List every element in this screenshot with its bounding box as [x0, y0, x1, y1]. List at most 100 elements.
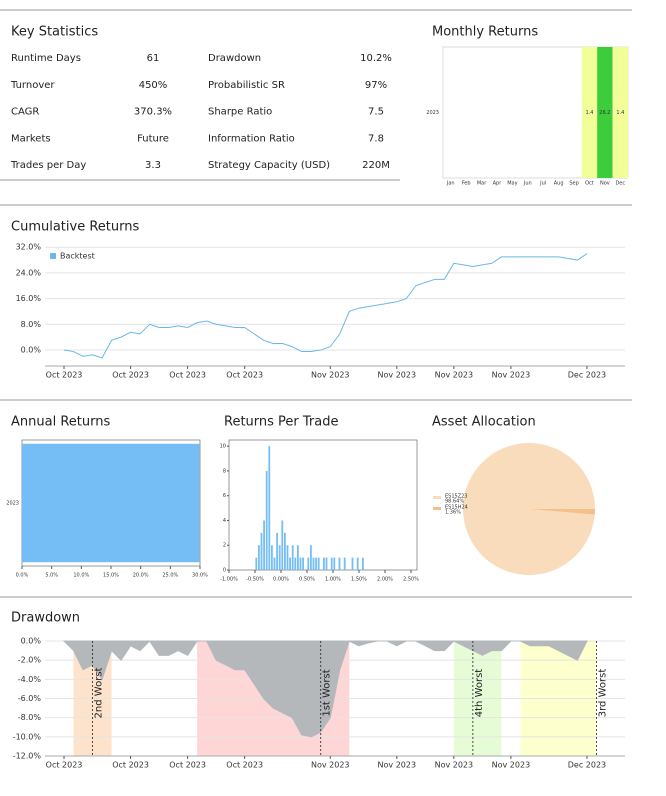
x-tick-label: -0.50%: [246, 577, 264, 583]
stat-cell: Probabilistic SR: [208, 80, 285, 91]
x-tick-label: 0.50%: [299, 577, 315, 583]
histogram-bar: [273, 557, 276, 570]
x-tick-label: 1.50%: [351, 577, 367, 583]
x-tick-label: Nov 2023: [311, 761, 350, 770]
histogram-bar: [271, 545, 273, 570]
period-label: 4th Worst: [474, 669, 485, 718]
histogram-bar: [263, 520, 265, 570]
x-tick-label: Nov 2023: [311, 371, 350, 380]
y-tick-label: 6: [223, 493, 226, 499]
stat-cell: 370.3%: [134, 107, 172, 118]
chart-title: Monthly Returns: [432, 25, 538, 40]
histogram-bar: [299, 557, 302, 570]
x-tick-label: 30.0%: [192, 573, 208, 579]
x-tick-label: Oct 2023: [112, 371, 149, 380]
histogram-bar: [338, 557, 341, 570]
stat-cell: 3.3: [145, 160, 161, 171]
x-tick-label: Nov 2023: [435, 761, 474, 770]
stat-cell: 7.8: [368, 133, 384, 144]
histogram-bar: [268, 446, 271, 570]
histogram-bar: [325, 557, 328, 570]
x-tick-label: Nov 2023: [492, 761, 531, 770]
section-title: Key Statistics: [11, 25, 98, 40]
heat-cell: [612, 47, 628, 178]
y-tick-label: 0.0%: [21, 637, 42, 646]
histogram-bar: [284, 532, 286, 570]
histogram-bar: [343, 557, 346, 570]
chart-title: Returns Per Trade: [224, 415, 339, 430]
y-tick-label: 24.0%: [16, 268, 42, 277]
stat-cell: Information Ratio: [208, 133, 295, 144]
x-tick-label: 5.0%: [45, 573, 58, 579]
legend-value: 98.64%: [445, 499, 464, 505]
histogram-bar: [317, 557, 320, 570]
x-tick-label: 2.00%: [377, 577, 393, 583]
x-tick-label: Nov 2023: [378, 761, 417, 770]
drawdown-area: [62, 640, 588, 738]
x-tick-label: Nov: [600, 181, 610, 187]
x-tick-label: Oct 2023: [169, 371, 206, 380]
x-tick-label: Dec: [615, 181, 625, 187]
x-tick-label: Nov 2023: [492, 371, 531, 380]
x-tick-label: Sep: [569, 181, 578, 187]
y-tick-label: -10.0%: [13, 732, 42, 741]
stat-cell: 220M: [362, 160, 390, 171]
stat-cell: Turnover: [10, 80, 55, 91]
histogram-bar: [291, 545, 294, 570]
x-tick-label: Aug: [554, 181, 564, 187]
heat-cell: [581, 47, 598, 178]
stat-cell: 7.5: [368, 107, 384, 118]
y-tick-label: 8: [223, 468, 226, 474]
cell-label: 1.4: [616, 110, 624, 116]
x-tick-label: Dec 2023: [568, 761, 606, 770]
x-tick-label: 25.0%: [162, 573, 178, 579]
stat-cell: 10.2%: [360, 53, 392, 64]
histogram-bar: [330, 557, 333, 570]
histogram-bar: [265, 470, 268, 570]
x-tick-label: Jun: [523, 181, 532, 187]
x-tick-label: Nov 2023: [378, 371, 417, 380]
stat-cell: Trades per Day: [10, 160, 86, 171]
histogram-bar: [258, 545, 260, 570]
x-tick-label: Feb: [462, 181, 471, 187]
y-tick-label: 2023: [6, 501, 19, 507]
y-tick-label: -6.0%: [18, 694, 42, 703]
x-tick-label: 1.00%: [325, 577, 341, 583]
histogram-bar: [362, 557, 364, 570]
histogram-bar: [315, 557, 317, 570]
x-tick-label: Oct: [585, 181, 594, 187]
x-tick-label: Jul: [539, 181, 546, 187]
histogram-bar: [278, 545, 281, 570]
y-tick-label: -4.0%: [18, 675, 42, 684]
x-tick-label: Dec 2023: [568, 371, 606, 380]
y-tick-label: 2023: [426, 110, 439, 116]
legend-swatch: [433, 496, 441, 499]
cell-label: 1.4: [585, 110, 593, 116]
histogram-bar: [289, 557, 291, 570]
y-tick-label: 2: [223, 543, 226, 549]
x-tick-label: Oct 2023: [46, 371, 83, 380]
y-tick-label: 32.0%: [16, 243, 42, 252]
legend-label: Backtest: [60, 252, 95, 261]
x-tick-label: Oct 2023: [169, 761, 206, 770]
histogram-bar: [297, 545, 299, 570]
chart-title: Drawdown: [11, 611, 80, 626]
histogram-bar: [260, 532, 263, 570]
period-label: 3rd Worst: [597, 669, 608, 718]
y-tick-label: 0.0%: [21, 345, 42, 354]
legend-swatch: [433, 507, 441, 510]
histogram-bar: [333, 557, 336, 570]
histogram-bar: [310, 545, 312, 570]
legend-label: ES15Z23: [445, 494, 467, 500]
stat-cell: Drawdown: [208, 53, 261, 64]
legend-label: ES15H24: [445, 505, 468, 511]
histogram-bar: [323, 557, 325, 570]
y-tick-label: 16.0%: [16, 294, 42, 303]
line-series: [63, 253, 588, 359]
stat-cell: Future: [137, 133, 169, 144]
x-tick-label: Oct 2023: [112, 761, 149, 770]
histogram-bar: [255, 557, 258, 570]
histogram-bar: [356, 557, 359, 570]
